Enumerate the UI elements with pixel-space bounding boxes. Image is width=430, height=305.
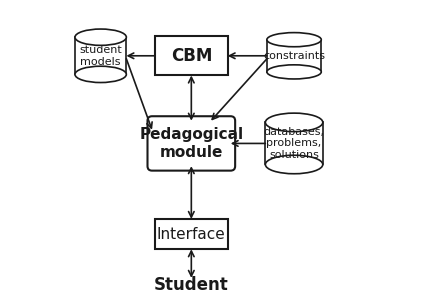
Ellipse shape: [265, 113, 322, 132]
Text: Pedagogical
module: Pedagogical module: [139, 127, 243, 160]
Text: constraints: constraints: [262, 51, 324, 61]
Ellipse shape: [266, 65, 320, 79]
Text: student
models: student models: [79, 45, 122, 66]
Ellipse shape: [266, 33, 320, 47]
Bar: [266, 40, 320, 72]
Ellipse shape: [265, 155, 322, 174]
Ellipse shape: [75, 29, 126, 45]
Ellipse shape: [75, 66, 126, 83]
Bar: [75, 37, 126, 74]
Bar: [265, 122, 322, 164]
Text: Student: Student: [154, 276, 228, 295]
Text: databases,
problems,
solutions: databases, problems, solutions: [263, 127, 324, 160]
Text: CBM: CBM: [170, 47, 212, 65]
FancyBboxPatch shape: [155, 219, 227, 249]
FancyBboxPatch shape: [147, 116, 235, 170]
Text: Interface: Interface: [157, 227, 225, 242]
FancyBboxPatch shape: [155, 36, 227, 75]
